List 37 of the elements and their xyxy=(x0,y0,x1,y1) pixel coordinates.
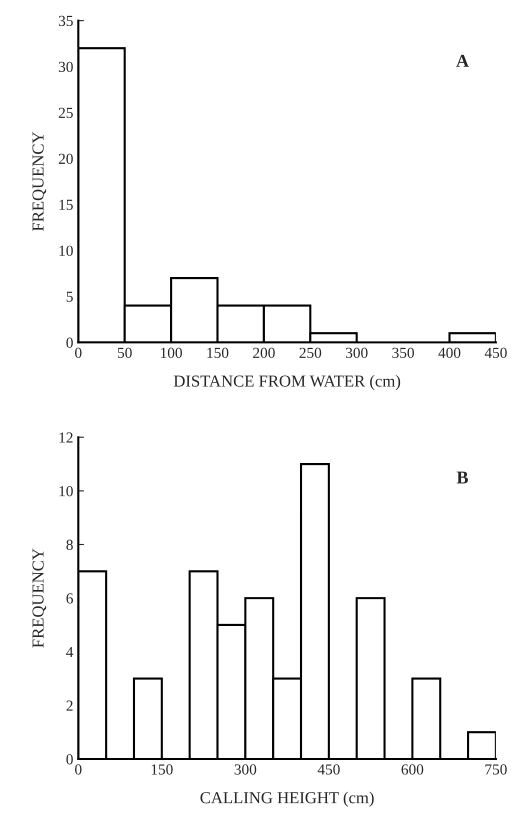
x-tick-label: 750 xyxy=(485,764,507,775)
y-tick-label: 0 xyxy=(66,754,73,764)
x-axis-title: DISTANCE FROM WATER (cm) xyxy=(174,374,400,390)
annotation: A xyxy=(456,54,469,67)
x-tick-label: 0 xyxy=(75,764,82,775)
x-axis-title: CALLING HEIGHT (cm) xyxy=(200,792,374,807)
annotation: B xyxy=(456,472,468,484)
x-tick-label: 100 xyxy=(160,348,182,358)
y-tick-label: 0 xyxy=(66,338,73,348)
x-tick-label: 450 xyxy=(484,348,507,358)
x-tick-label: 200 xyxy=(253,348,275,358)
y-tick-label: 25 xyxy=(58,108,73,118)
y-tick-label: 15 xyxy=(60,200,73,210)
x-tick-label: 350 xyxy=(392,348,414,358)
x-tick-label: 300 xyxy=(234,764,256,775)
y-tick-label: 10 xyxy=(60,486,73,496)
x-tick-label: 600 xyxy=(402,764,424,775)
y-tick-label: 30 xyxy=(58,62,73,72)
x-tick-label: 150 xyxy=(152,764,173,775)
y-tick-label: 4 xyxy=(66,646,74,658)
x-tick-label: 150 xyxy=(207,348,228,358)
y-tick-label: 8 xyxy=(66,540,73,550)
y-tick-label: 5 xyxy=(66,292,73,302)
y-tick-label: 12 xyxy=(60,432,73,443)
y-tick-label: 35 xyxy=(58,16,73,26)
y-axis-title: FREQUENCY xyxy=(32,132,46,232)
y-tick-label: 10 xyxy=(60,246,73,256)
x-tick-label: 50 xyxy=(118,348,132,358)
y-tick-label: 2 xyxy=(66,700,73,711)
x-tick-label: 300 xyxy=(346,348,368,358)
y-tick-label: 20 xyxy=(58,154,73,164)
x-tick-label: 450 xyxy=(318,764,340,775)
x-tick-label: 250 xyxy=(300,348,322,358)
x-tick-label: 400 xyxy=(438,348,460,358)
y-tick-label: 6 xyxy=(66,593,73,604)
x-tick-label: 0 xyxy=(75,348,82,358)
y-axis-title: FREQUENCY xyxy=(32,548,46,648)
